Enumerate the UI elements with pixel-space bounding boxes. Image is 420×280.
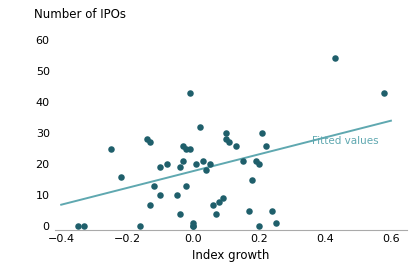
Point [193,162,200,167]
Point [252,159,259,164]
Point [223,137,229,142]
Point [262,143,269,148]
Point [107,146,114,151]
Point [219,196,226,201]
Point [147,202,154,207]
Point [196,125,203,129]
Point [216,199,223,204]
Point [190,224,197,229]
Point [186,90,193,95]
Point [239,159,246,164]
Point [233,143,239,148]
Point [147,140,154,145]
Point [259,131,266,136]
Text: Number of IPOs: Number of IPOs [34,8,126,21]
Point [246,209,252,213]
Point [190,221,197,226]
Point [183,146,190,151]
Point [256,162,262,167]
X-axis label: Index growth: Index growth [192,249,270,262]
Point [173,193,180,198]
Point [163,162,170,167]
Point [180,159,186,164]
Point [269,209,276,213]
Point [144,137,150,142]
Point [157,193,163,198]
Point [226,140,233,145]
Point [256,224,262,229]
Point [157,165,163,170]
Point [210,202,216,207]
Point [249,178,256,182]
Point [81,224,88,229]
Point [272,221,279,226]
Point [74,224,81,229]
Point [176,212,183,216]
Point [223,131,229,136]
Point [150,184,157,188]
Point [190,224,197,229]
Point [183,184,190,188]
Point [117,174,124,179]
Point [381,90,388,95]
Point [137,224,144,229]
Point [206,162,213,167]
Text: Fitted values: Fitted values [312,136,378,146]
Point [213,212,220,216]
Point [186,146,193,151]
Point [331,56,338,61]
Point [176,165,183,170]
Point [180,143,186,148]
Point [200,159,206,164]
Point [203,168,210,173]
